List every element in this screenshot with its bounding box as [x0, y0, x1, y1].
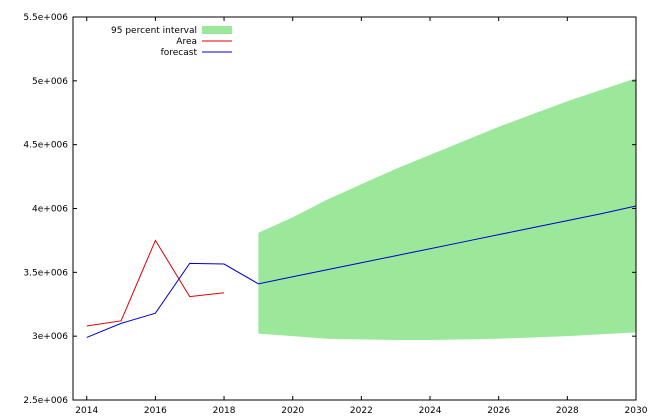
y-tick-label: 5e+006	[32, 77, 68, 87]
x-tick-label: 2022	[350, 406, 373, 416]
legend-label-area: Area	[176, 37, 197, 47]
x-tick-label: 2016	[144, 406, 167, 416]
x-tick-label: 2026	[487, 406, 510, 416]
series-line-forecast	[86, 205, 637, 338]
x-tick-label: 2024	[419, 406, 442, 416]
y-tick-label: 3.5e+006	[23, 268, 68, 278]
y-tick-label: 4.5e+006	[23, 141, 68, 151]
x-tick-label: 2030	[625, 406, 648, 416]
y-tick-label: 5.5e+006	[23, 13, 68, 23]
y-tick-label: 3e+006	[32, 332, 68, 342]
series-line-area	[86, 239, 225, 327]
ticks-layer: 2014 2016 2018 2020 2022 2024 2026 2028 2030 2.5e…	[23, 13, 647, 416]
legend-label-forecast: forecast	[161, 48, 198, 58]
interval-layer	[258, 78, 636, 340]
series-layer	[86, 205, 637, 338]
interval-band	[258, 78, 636, 340]
x-tick-label: 2018	[213, 406, 236, 416]
legend-label-interval: 95 percent interval	[111, 26, 197, 36]
x-tick-label: 2014	[75, 406, 98, 416]
y-tick-label: 2.5e+006	[23, 396, 68, 406]
legend-swatch-interval	[202, 26, 232, 34]
x-tick-label: 2020	[281, 406, 304, 416]
x-tick-label: 2028	[556, 406, 579, 416]
y-tick-label: 4e+006	[32, 205, 68, 215]
